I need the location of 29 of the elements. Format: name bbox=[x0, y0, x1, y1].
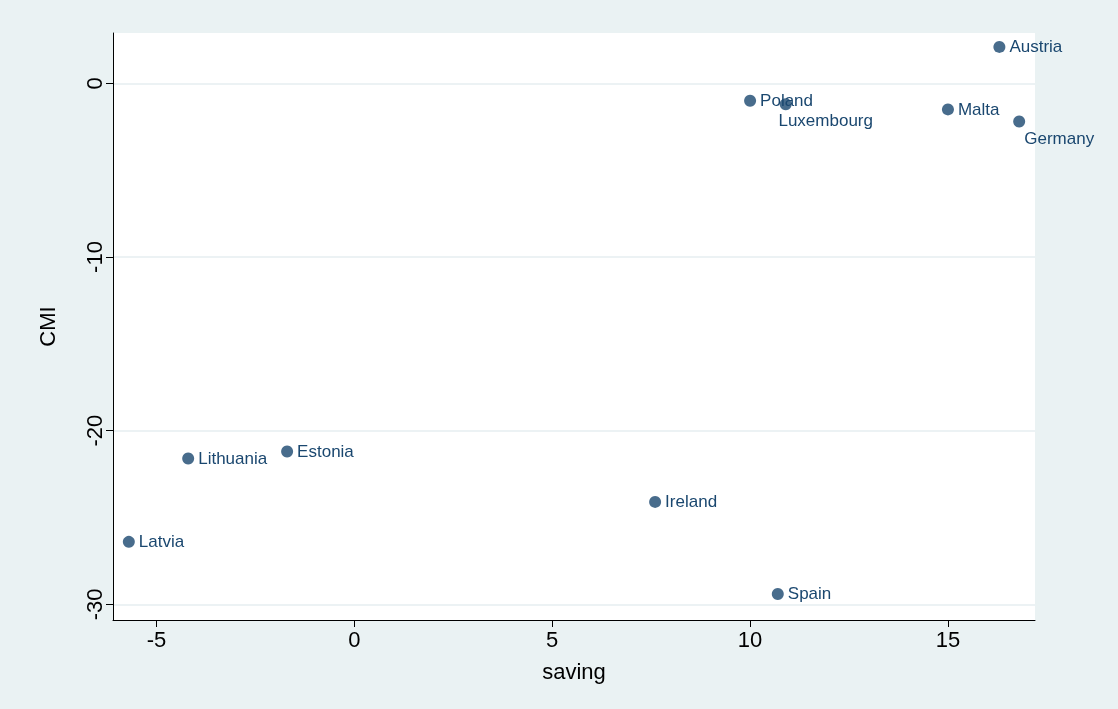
y-tick-label: -30 bbox=[81, 588, 107, 621]
y-tick-label: 0 bbox=[81, 77, 107, 90]
point bbox=[1013, 115, 1026, 128]
point bbox=[744, 94, 757, 107]
annotation: Spain bbox=[787, 584, 832, 604]
annotation: Lithuania bbox=[198, 448, 268, 468]
point bbox=[941, 103, 954, 116]
annotation: Ireland bbox=[665, 492, 718, 512]
x-tick-label: 5 bbox=[546, 626, 559, 652]
x-tick-label: 10 bbox=[737, 626, 763, 652]
annotation: Germany bbox=[1024, 128, 1095, 148]
annotation: Austria bbox=[1009, 37, 1063, 57]
annotation: Estonia bbox=[297, 442, 355, 462]
point bbox=[122, 535, 135, 548]
y-tick-label: -20 bbox=[81, 414, 107, 447]
y-axis-title: CMI bbox=[34, 306, 60, 347]
y-tick-label: -10 bbox=[81, 241, 107, 273]
annotation: Malta bbox=[957, 99, 1001, 119]
x-tick-label: 15 bbox=[935, 626, 961, 652]
annotation: Latvia bbox=[138, 532, 185, 552]
x-tick-label: 0 bbox=[348, 626, 361, 652]
point bbox=[182, 452, 195, 465]
x-axis-title: saving bbox=[542, 658, 606, 684]
point bbox=[649, 495, 662, 508]
point bbox=[993, 40, 1006, 53]
point bbox=[281, 445, 294, 458]
x-tick-label: -5 bbox=[146, 626, 167, 652]
point bbox=[771, 587, 784, 600]
annotation: Luxembourg bbox=[778, 111, 873, 131]
